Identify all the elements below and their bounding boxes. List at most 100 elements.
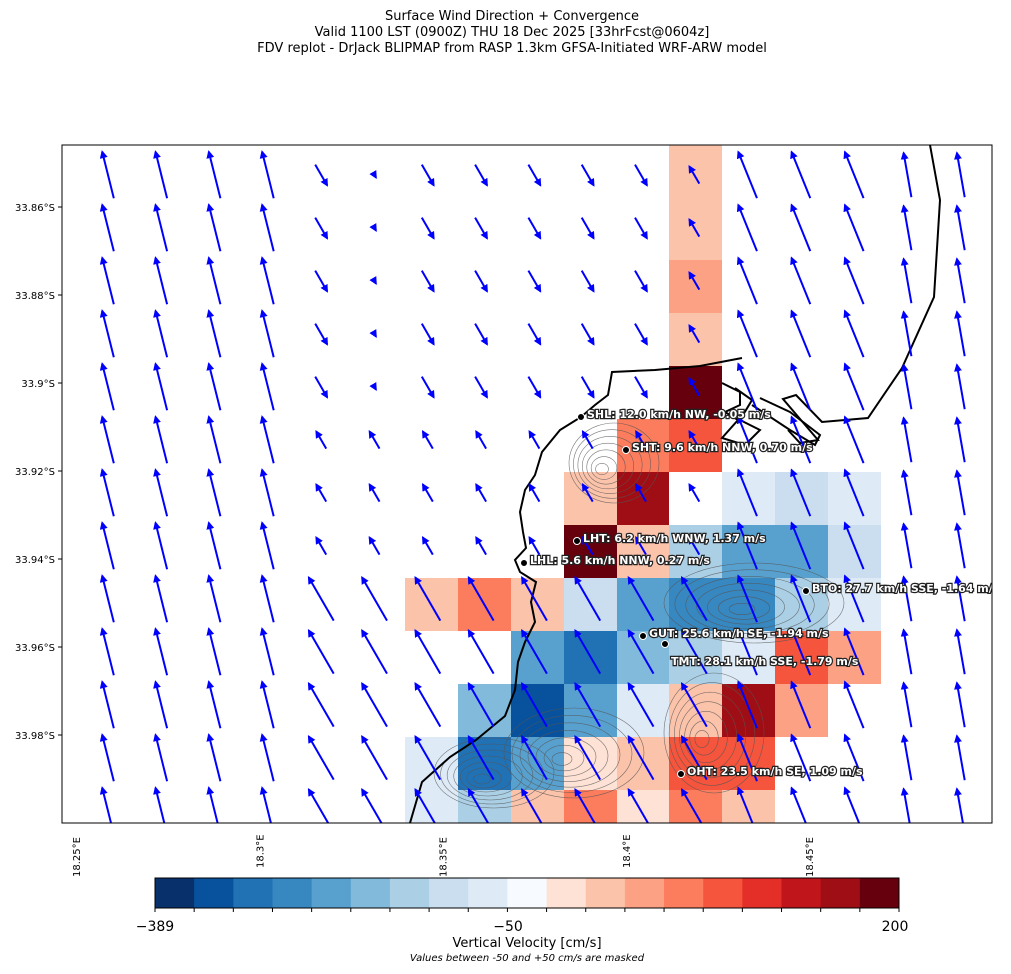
wind-arrow <box>474 376 488 399</box>
station-marker-tmt[interactable] <box>661 640 669 648</box>
wind-arrow <box>627 628 655 675</box>
contour-line <box>433 737 555 809</box>
wind-arrow <box>627 734 655 781</box>
wind-arrow <box>954 787 964 823</box>
wind-arrow <box>954 257 966 304</box>
wind-arrow <box>900 363 913 410</box>
wind-arrow <box>954 204 966 251</box>
wind-arrow <box>314 217 329 240</box>
wind-arrow <box>307 681 335 728</box>
colorbar-segment <box>468 878 508 908</box>
wind-arrow <box>900 734 913 781</box>
contour-line <box>590 456 618 480</box>
wind-arrow <box>474 323 488 346</box>
wind-arrow <box>790 521 812 570</box>
wind-arrow <box>153 680 169 729</box>
wind-arrow <box>574 734 602 781</box>
wind-arrow <box>688 323 701 344</box>
wind-arrow <box>414 681 442 728</box>
station-marker-shl[interactable] <box>577 413 585 421</box>
colorbar-segment <box>546 878 587 908</box>
wind-arrow <box>206 733 222 782</box>
y-tick-label: 33.98°S <box>15 731 55 742</box>
wind-arrow <box>843 680 865 729</box>
wind-arrow <box>206 203 222 252</box>
wind-arrow <box>420 376 435 399</box>
contour-line <box>696 582 800 630</box>
wind-arrow <box>635 535 647 556</box>
wind-arrow <box>680 787 703 823</box>
wind-arrow <box>843 415 865 464</box>
wind-arrow <box>843 733 865 782</box>
contour-line <box>459 761 513 793</box>
velocity-cell <box>669 525 722 578</box>
colorbar-tick-mid: −50 <box>493 919 523 935</box>
velocity-cell <box>617 525 669 578</box>
velocity-cell <box>722 472 775 525</box>
wind-arrow <box>420 217 435 240</box>
station-marker-lhl[interactable] <box>520 559 528 567</box>
wind-arrow <box>307 575 335 622</box>
colorbar-segment <box>664 878 704 908</box>
wind-arrow <box>99 309 115 358</box>
colorbar-label: Vertical Velocity [cm/s] <box>452 936 602 951</box>
velocity-cell <box>669 366 722 419</box>
velocity-cell <box>775 525 828 578</box>
wind-arrow <box>736 468 758 517</box>
contour-line <box>511 715 633 793</box>
station-marker-lht[interactable] <box>573 537 581 545</box>
wind-arrow <box>361 628 388 675</box>
y-tick-label: 33.92°S <box>15 467 55 478</box>
colorbar-note: Values between -50 and +50 cm/s are mask… <box>409 953 645 964</box>
velocity-cell <box>617 419 669 472</box>
wind-arrow <box>736 733 758 782</box>
wind-arrow <box>259 786 272 823</box>
wind-arrow <box>361 575 388 622</box>
wind-arrow <box>736 680 758 729</box>
wind-arrow <box>574 575 602 622</box>
wind-arrow <box>843 203 865 252</box>
wind-arrow <box>954 469 966 516</box>
colorbar-segment <box>272 878 313 908</box>
station-marker-bto[interactable] <box>802 587 810 595</box>
wind-arrow <box>369 329 377 338</box>
station-label-sht: SHT: 9.6 km/h NNW, 0.70 m/s <box>632 441 813 454</box>
wind-arrow <box>206 150 222 199</box>
contour-line <box>595 462 609 476</box>
x-tick-label: 18.35°E <box>439 837 450 877</box>
contour-line <box>551 752 573 766</box>
wind-arrow <box>954 734 966 781</box>
colorbar-segment <box>859 878 900 908</box>
title-line-1: Surface Wind Direction + Convergence <box>384 9 640 24</box>
velocity-cell <box>669 313 722 366</box>
wind-arrow <box>900 522 913 569</box>
velocity-cell <box>722 790 775 823</box>
wind-arrow <box>634 164 648 187</box>
wind-arrow <box>259 521 275 570</box>
colorbar-segment <box>703 878 743 908</box>
wind-arrow <box>580 217 595 240</box>
wind-arrow <box>527 164 542 187</box>
station-marker-sht[interactable] <box>622 446 630 454</box>
harbour-breakwater <box>751 397 822 447</box>
wind-arrow <box>521 628 548 675</box>
wind-arrow <box>420 323 435 346</box>
wind-arrow <box>475 535 487 556</box>
wind-arrow <box>527 217 542 240</box>
contour-line <box>568 422 660 504</box>
wind-arrow <box>843 627 865 676</box>
contour-line <box>535 737 597 777</box>
wind-arrow <box>99 362 115 411</box>
contour-line <box>503 707 645 799</box>
wind-arrow <box>474 217 488 240</box>
wind-arrow <box>153 627 169 676</box>
wind-arrow <box>843 150 865 199</box>
wind-arrow <box>368 535 381 556</box>
figure-title: Surface Wind Direction + Convergence Val… <box>0 9 1011 57</box>
wind-arrow <box>314 164 329 187</box>
station-markers: SHL: 12.0 km/h NW, -0.05 m/s SHT: 9.6 km/… <box>520 407 992 779</box>
wind-arrow <box>315 429 328 450</box>
station-marker-gut[interactable] <box>639 632 647 640</box>
station-marker-oht[interactable] <box>677 770 685 778</box>
wind-arrow <box>259 362 275 411</box>
